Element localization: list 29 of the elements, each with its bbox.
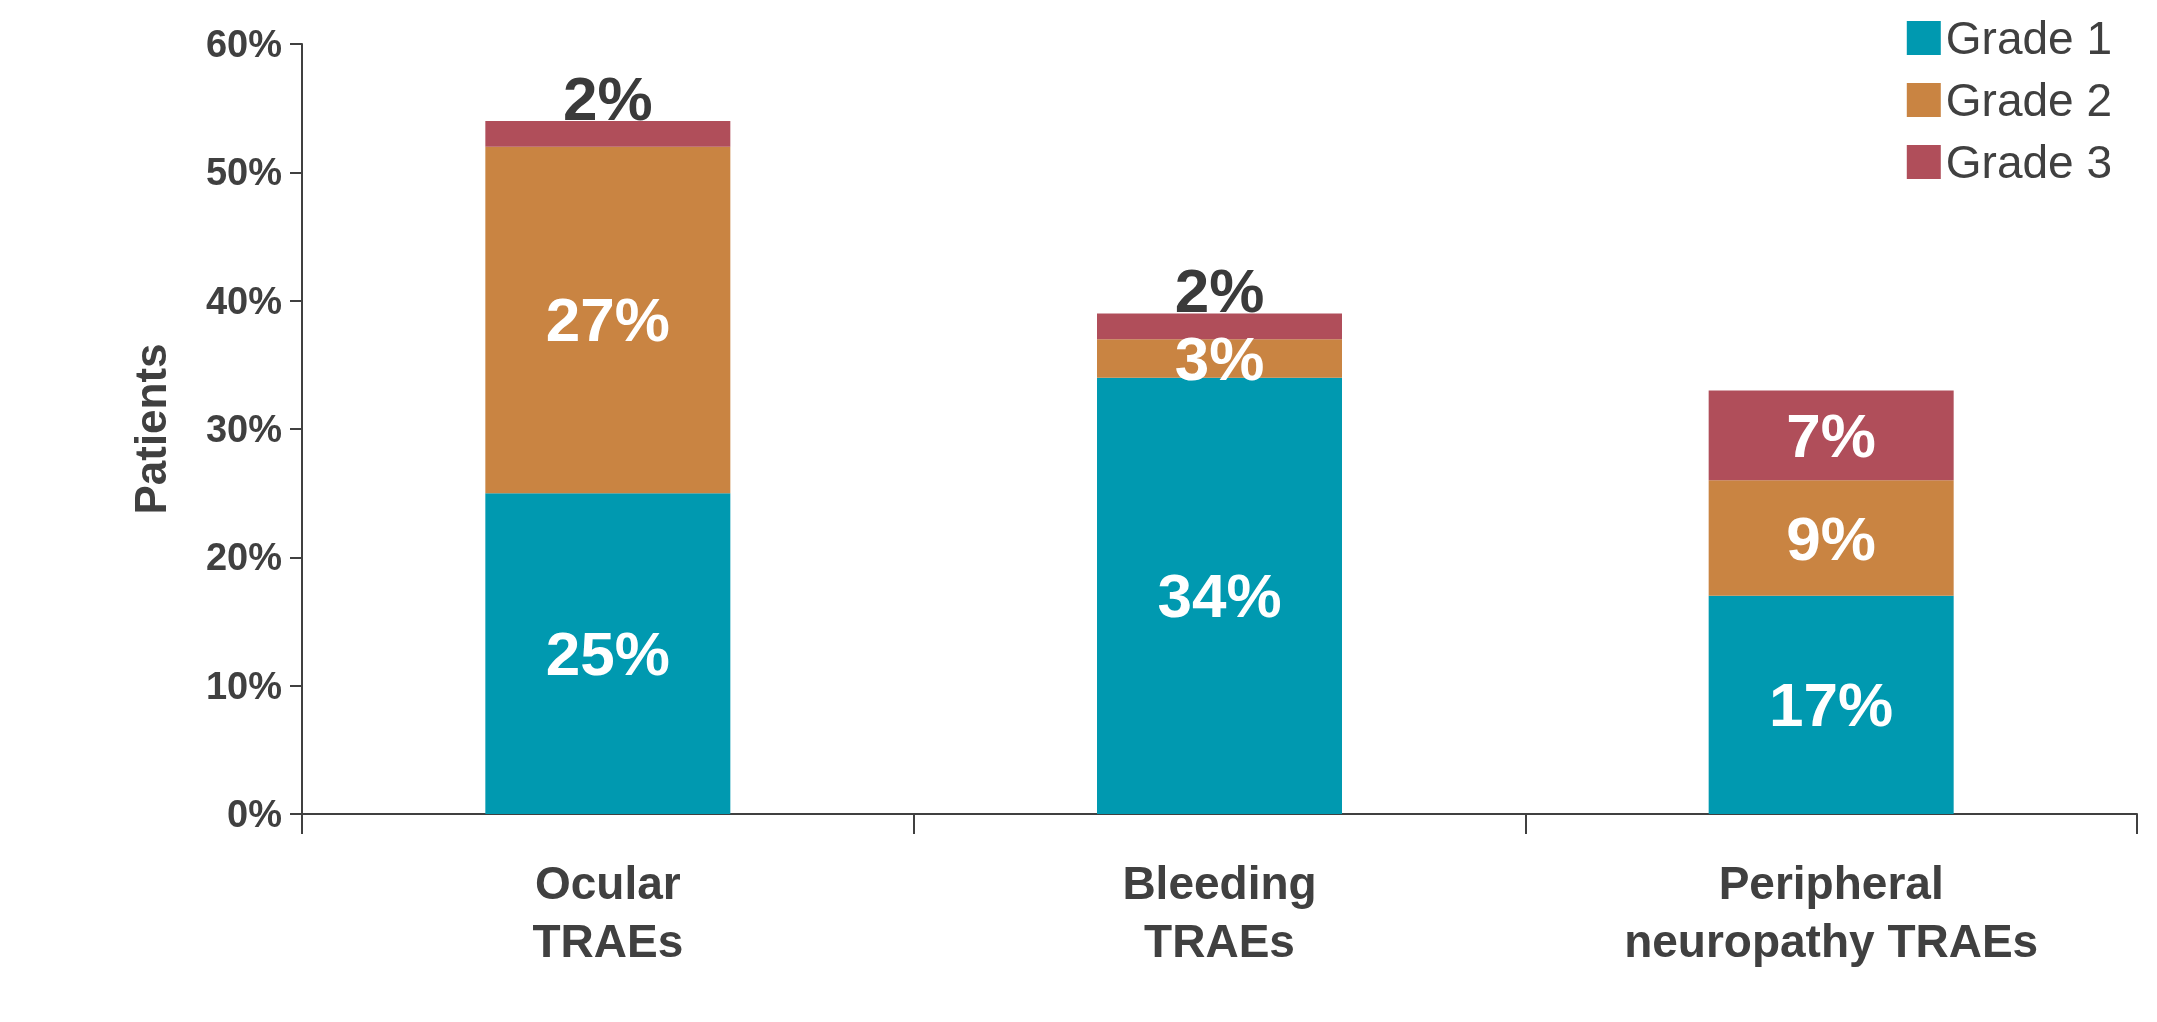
y-axis-title: Patients [125, 343, 175, 515]
data-label: 17% [1769, 670, 1894, 740]
y-tick-label: 40% [205, 279, 282, 322]
y-tick-label: 0% [227, 793, 282, 835]
data-label: 2% [1174, 256, 1265, 325]
bar [485, 121, 731, 147]
x-tick-label: Ocular TRAEs [532, 857, 684, 967]
bar [1708, 480, 1954, 596]
bar [485, 146, 731, 494]
y-tick-label: 30% [205, 408, 282, 450]
x-tick-label: Bleeding TRAEs [1122, 857, 1317, 967]
data-label: 27% [545, 285, 670, 355]
x-tick-label: Peripheral neuropathy TRAEs [1624, 857, 2039, 967]
legend-label: Grade 3 [1945, 136, 2113, 188]
data-label: 7% [1786, 400, 1876, 470]
data-label: 2% [563, 63, 653, 133]
y-tick-label: 20% [205, 536, 282, 579]
legend-label: Grade 2 [1945, 74, 2113, 126]
data-label: 34% [1157, 561, 1282, 631]
y-tick-label: 10% [205, 664, 282, 707]
y-tick-label: 50% [205, 151, 282, 194]
bar [485, 493, 731, 814]
bar [1708, 390, 1954, 481]
data-label: 9% [1786, 503, 1876, 573]
data-label: 3% [1174, 323, 1265, 393]
bar [1708, 595, 1954, 814]
legend-label: Grade 1 [1945, 12, 2113, 64]
y-tick-label: 60% [205, 23, 282, 65]
data-label: 25% [545, 619, 670, 689]
